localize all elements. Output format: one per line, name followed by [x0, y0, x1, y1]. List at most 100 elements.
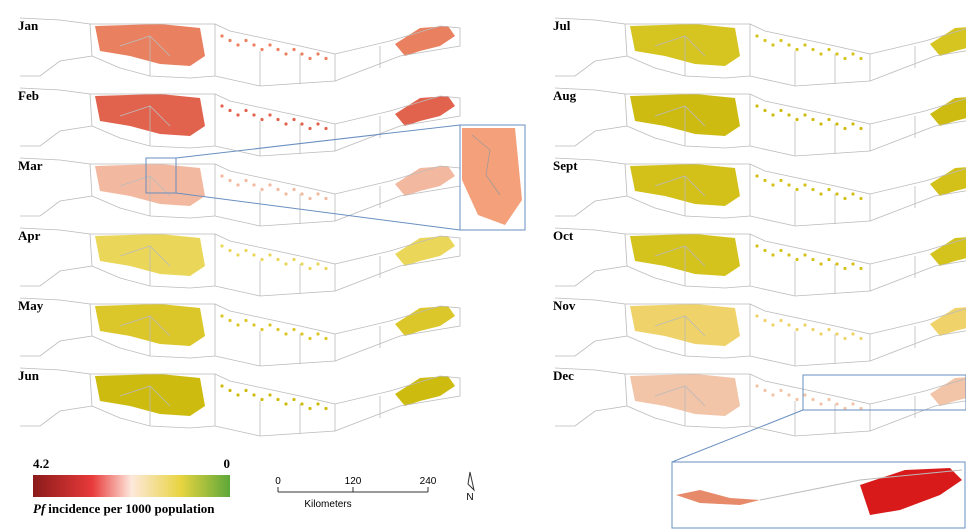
incidence-dot [252, 393, 255, 396]
incidence-dot [252, 183, 255, 186]
incidence-dot [803, 323, 806, 326]
incidence-dot [843, 337, 846, 340]
incidence-dot [811, 48, 814, 51]
map-outline [555, 298, 966, 366]
incidence-dot [779, 389, 782, 392]
incidence-dot [244, 389, 247, 392]
month-label: Sept [553, 158, 578, 173]
incidence-dot [308, 407, 311, 410]
incidence-dot [260, 258, 263, 261]
incidence-dot [859, 197, 862, 200]
incidence-dot [771, 393, 774, 396]
map-panel: Mar [18, 158, 460, 226]
incidence-dot [795, 328, 798, 331]
incidence-dot [276, 258, 279, 261]
incidence-dot [819, 192, 822, 195]
incidence-dot [779, 39, 782, 42]
incidence-dot [803, 183, 806, 186]
incidence-dot [260, 188, 263, 191]
scale-unit: Kilometers [304, 499, 351, 510]
inset-connector [176, 193, 460, 230]
incidence-dot [284, 332, 287, 335]
incidence-dot [755, 384, 758, 387]
incidence-dot [220, 314, 223, 317]
incidence-dot [276, 188, 279, 191]
incidence-dot [755, 104, 758, 107]
incidence-dot [316, 262, 319, 265]
legend-title-italic: Pf [33, 501, 47, 516]
incidence-dot [819, 332, 822, 335]
legend-max: 4.2 [33, 456, 49, 471]
map-panel: Jan [18, 18, 460, 86]
incidence-dot [811, 118, 814, 121]
incidence-dot [252, 43, 255, 46]
incidence-dot [284, 262, 287, 265]
incidence-dot [819, 52, 822, 55]
incidence-dot [771, 183, 774, 186]
month-label: Jul [553, 18, 571, 33]
incidence-dot [819, 402, 822, 405]
legend-ramp [33, 475, 230, 497]
incidence-dot [811, 258, 814, 261]
incidence-dot [268, 113, 271, 116]
incidence-dot [236, 113, 239, 116]
incidence-dot [851, 122, 854, 125]
incidence-dot [292, 118, 295, 121]
incidence-dot [835, 192, 838, 195]
map-panel: Oct [553, 228, 966, 296]
incidence-dot [228, 319, 231, 322]
incidence-dot [316, 332, 319, 335]
incidence-dot [787, 323, 790, 326]
incidence-dot [284, 122, 287, 125]
incidence-dot [292, 328, 295, 331]
inset-connector [672, 410, 803, 462]
incidence-dot [771, 323, 774, 326]
incidence-dot [308, 127, 311, 130]
incidence-dot [859, 127, 862, 130]
incidence-dot [795, 258, 798, 261]
incidence-dot [795, 48, 798, 51]
map-outline [555, 158, 966, 226]
incidence-dot [827, 188, 830, 191]
incidence-dot [276, 328, 279, 331]
incidence-dot [260, 48, 263, 51]
incidence-dot [827, 48, 830, 51]
incidence-dot [244, 319, 247, 322]
incidence-dot [316, 122, 319, 125]
incidence-dot [851, 402, 854, 405]
map-panel: May [18, 298, 460, 366]
incidence-dot [308, 57, 311, 60]
month-label: May [18, 298, 44, 313]
north-label: N [466, 492, 473, 503]
month-label: Jun [18, 368, 40, 383]
incidence-dot [236, 43, 239, 46]
incidence-dot [787, 393, 790, 396]
map-panel: Jun [18, 368, 460, 436]
incidence-dot [779, 249, 782, 252]
incidence-dot [228, 389, 231, 392]
incidence-dot [763, 109, 766, 112]
map-panel: Nov [553, 298, 966, 366]
incidence-dot [771, 253, 774, 256]
incidence-dot [755, 244, 758, 247]
incidence-dot [763, 179, 766, 182]
incidence-dot [220, 104, 223, 107]
incidence-dot [795, 188, 798, 191]
incidence-dot [276, 48, 279, 51]
incidence-dot [260, 118, 263, 121]
incidence-dot [811, 328, 814, 331]
incidence-dot [843, 127, 846, 130]
incidence-dot [252, 113, 255, 116]
map-panel: Aug [553, 88, 966, 156]
map-outline [20, 368, 460, 436]
incidence-dot [244, 179, 247, 182]
map-panel: Jul [553, 18, 966, 86]
incidence-dot [268, 43, 271, 46]
incidence-dot [803, 393, 806, 396]
incidence-dot [843, 57, 846, 60]
figure: JanFebMarAprMayJunJulAugSeptOctNovDec 4.… [0, 0, 966, 529]
incidence-dot [316, 52, 319, 55]
incidence-dot [236, 183, 239, 186]
